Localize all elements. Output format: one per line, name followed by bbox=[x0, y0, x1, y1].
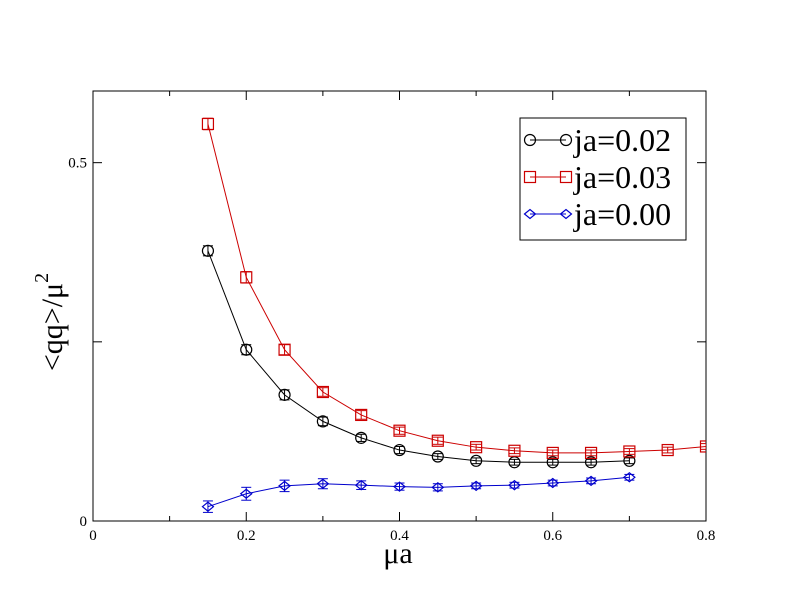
legend-marker bbox=[523, 208, 537, 220]
data-point bbox=[431, 434, 444, 447]
data-point bbox=[240, 271, 253, 284]
data-point bbox=[623, 454, 636, 467]
data-point bbox=[507, 479, 521, 491]
legend-marker bbox=[559, 133, 573, 147]
data-point bbox=[355, 431, 368, 444]
data-point bbox=[470, 454, 483, 467]
legend-label: ja=0.03 bbox=[573, 159, 671, 195]
y-axis-title: <qq>/μ bbox=[36, 283, 69, 371]
legend-label: ja=0.02 bbox=[573, 122, 671, 158]
x-tick-label: 0.8 bbox=[697, 528, 716, 544]
data-point bbox=[623, 445, 636, 458]
data-point bbox=[622, 472, 636, 483]
x-tick-label: 0 bbox=[89, 528, 97, 544]
data-point bbox=[316, 415, 329, 428]
y-axis-title-group: <qq>/μ2 bbox=[31, 273, 69, 371]
data-point bbox=[546, 477, 560, 489]
legend-label: ja=0.00 bbox=[573, 196, 671, 232]
legend-item: ja=0.02 bbox=[523, 122, 671, 158]
data-point bbox=[278, 480, 292, 492]
data-point bbox=[201, 501, 215, 512]
legend-box bbox=[519, 117, 687, 241]
data-point bbox=[393, 443, 406, 457]
x-tick-label: 0.6 bbox=[543, 528, 562, 544]
legend-marker bbox=[559, 208, 573, 220]
data-point bbox=[393, 424, 406, 437]
data-point bbox=[584, 475, 598, 487]
legend-item: ja=0.03 bbox=[523, 159, 671, 195]
series-0 bbox=[201, 244, 636, 469]
series-2 bbox=[201, 472, 636, 513]
data-point bbox=[355, 408, 368, 422]
data-point bbox=[431, 450, 444, 463]
legend-marker bbox=[523, 170, 537, 184]
data-point bbox=[316, 385, 329, 399]
data-point bbox=[546, 456, 559, 469]
data-point bbox=[699, 440, 706, 453]
data-point bbox=[240, 343, 253, 356]
x-axis-title: μa bbox=[383, 537, 412, 570]
series-line bbox=[207, 250, 630, 463]
axis-ticks: 0 0.2 0.4 0.6 0.8 0 0.5 bbox=[68, 91, 715, 544]
data-point bbox=[316, 478, 330, 490]
data-point bbox=[584, 446, 598, 460]
y-axis-title-superscript: 2 bbox=[31, 273, 53, 283]
svg-text:<qq>/μ2: <qq>/μ2 bbox=[31, 273, 69, 371]
data-point bbox=[470, 441, 483, 454]
data-point bbox=[239, 488, 253, 500]
legend-marker bbox=[559, 170, 573, 184]
data-point bbox=[278, 388, 291, 401]
series-line bbox=[207, 476, 630, 508]
data-point bbox=[508, 444, 521, 457]
data-point bbox=[469, 480, 483, 492]
series-line bbox=[207, 123, 706, 454]
series-layer bbox=[201, 117, 706, 513]
data-point bbox=[201, 244, 215, 257]
data-point bbox=[431, 482, 445, 493]
legend-marker bbox=[523, 133, 537, 147]
x-tick-label: 0.2 bbox=[237, 528, 256, 544]
y-tick-label: 0 bbox=[80, 514, 88, 530]
x-tick-label: 0.4 bbox=[390, 528, 409, 544]
data-point bbox=[354, 479, 368, 491]
data-point bbox=[201, 117, 215, 131]
data-point bbox=[393, 481, 406, 492]
data-point bbox=[546, 446, 559, 460]
data-point bbox=[661, 443, 674, 457]
data-point bbox=[278, 343, 291, 356]
series-1 bbox=[201, 117, 706, 460]
data-point bbox=[584, 456, 598, 469]
y-tick-label: 0.5 bbox=[68, 156, 87, 172]
legend-item: ja=0.00 bbox=[523, 196, 671, 232]
